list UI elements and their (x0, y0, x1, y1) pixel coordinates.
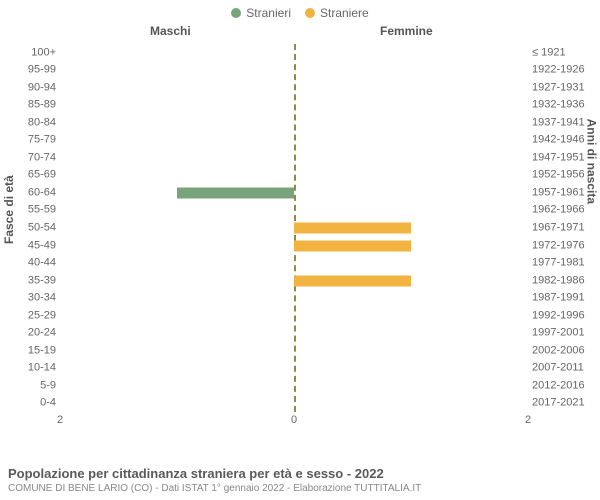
year-label: 1962-1966 (532, 205, 600, 216)
year-label: 1977-1981 (532, 258, 600, 269)
year-label: 1952-1956 (532, 170, 600, 181)
chart-title: Popolazione per cittadinanza straniera p… (8, 466, 592, 481)
year-label: 1992-1996 (532, 310, 600, 321)
age-label: 95-99 (0, 65, 56, 76)
age-label: 55-59 (0, 205, 56, 216)
age-label: 40-44 (0, 258, 56, 269)
col-title-female: Femmine (380, 24, 433, 38)
chart-area: Maschi Femmine Fasce di età Anni di nasc… (0, 24, 600, 434)
x-tick-label: 0 (291, 414, 297, 426)
x-axis-ticks: 2 0 2 (60, 414, 528, 428)
col-title-male: Maschi (150, 24, 191, 38)
age-label: 35-39 (0, 275, 56, 286)
age-label: 45-49 (0, 240, 56, 251)
column-titles: Maschi Femmine (0, 24, 600, 42)
year-label: 1932-1936 (532, 100, 600, 111)
year-label: 1982-1986 (532, 275, 600, 286)
year-label: 1947-1951 (532, 152, 600, 163)
chart-legend: Stranieri Straniere (0, 0, 600, 20)
plot-area (60, 44, 528, 412)
legend-item-male: Stranieri (231, 6, 291, 20)
year-label: 2017-2021 (532, 398, 600, 409)
year-label: 1942-1946 (532, 135, 600, 146)
age-label: 100+ (0, 47, 56, 58)
year-label: 2007-2011 (532, 363, 600, 374)
chart-subtitle: COMUNE DI BENE LARIO (CO) - Dati ISTAT 1… (8, 483, 592, 494)
legend-dot-male (231, 8, 241, 18)
x-tick-label: 2 (525, 414, 531, 426)
age-label: 25-29 (0, 310, 56, 321)
year-label: 1987-1991 (532, 293, 600, 304)
year-label: 1957-1961 (532, 187, 600, 198)
year-label: 1922-1926 (532, 65, 600, 76)
year-label: 1927-1931 (532, 82, 600, 93)
legend-label-male: Stranieri (246, 6, 291, 20)
year-label: 1997-2001 (532, 328, 600, 339)
legend-dot-female (305, 8, 315, 18)
age-label: 10-14 (0, 363, 56, 374)
y-right-labels: ≤ 1921 1922-1926 1927-1931 1932-1936 1937-19… (532, 44, 600, 412)
year-label: 1972-1976 (532, 240, 600, 251)
y-left-labels: 100+ 95-99 90-94 85-89 80-84 75-79 70-74 65-69 6… (0, 44, 56, 412)
year-label: ≤ 1921 (532, 47, 600, 58)
age-label: 5-9 (0, 380, 56, 391)
age-label: 60-64 (0, 187, 56, 198)
age-label: 20-24 (0, 328, 56, 339)
bar-male (177, 187, 294, 198)
age-label: 0-4 (0, 398, 56, 409)
age-label: 15-19 (0, 345, 56, 356)
bar-female (294, 240, 411, 251)
age-label: 30-34 (0, 293, 56, 304)
year-label: 2002-2006 (532, 345, 600, 356)
age-label: 70-74 (0, 152, 56, 163)
age-label: 75-79 (0, 135, 56, 146)
age-label: 50-54 (0, 223, 56, 234)
age-label: 90-94 (0, 82, 56, 93)
legend-label-female: Straniere (320, 6, 369, 20)
bar-female (294, 275, 411, 286)
year-label: 2012-2016 (532, 380, 600, 391)
year-label: 1967-1971 (532, 223, 600, 234)
age-label: 65-69 (0, 170, 56, 181)
year-label: 1937-1941 (532, 117, 600, 128)
age-label: 85-89 (0, 100, 56, 111)
bar-female (294, 223, 411, 234)
legend-item-female: Straniere (305, 6, 369, 20)
x-tick-label: 2 (57, 414, 63, 426)
age-label: 80-84 (0, 117, 56, 128)
chart-footer: Popolazione per cittadinanza straniera p… (8, 466, 592, 494)
